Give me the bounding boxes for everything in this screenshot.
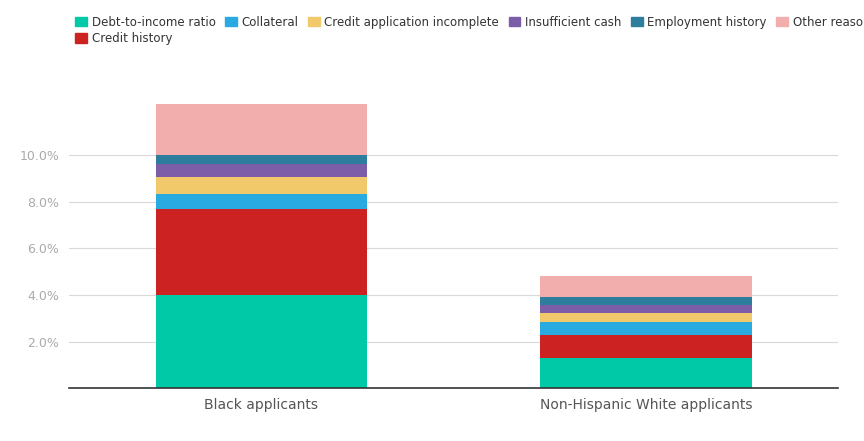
Bar — [540, 335, 752, 358]
Bar — [156, 164, 367, 177]
Legend: Debt-to-income ratio, Credit history, Collateral, Credit application incomplete,: Debt-to-income ratio, Credit history, Co… — [75, 15, 864, 45]
Bar — [540, 296, 752, 306]
Bar — [540, 322, 752, 335]
Bar — [540, 313, 752, 322]
Bar — [540, 277, 752, 296]
Bar — [156, 209, 367, 295]
Bar — [156, 295, 367, 388]
Bar — [156, 177, 367, 194]
Bar — [540, 358, 752, 388]
Bar — [156, 155, 367, 164]
Bar — [540, 306, 752, 313]
Bar — [156, 104, 367, 155]
Bar — [156, 194, 367, 209]
